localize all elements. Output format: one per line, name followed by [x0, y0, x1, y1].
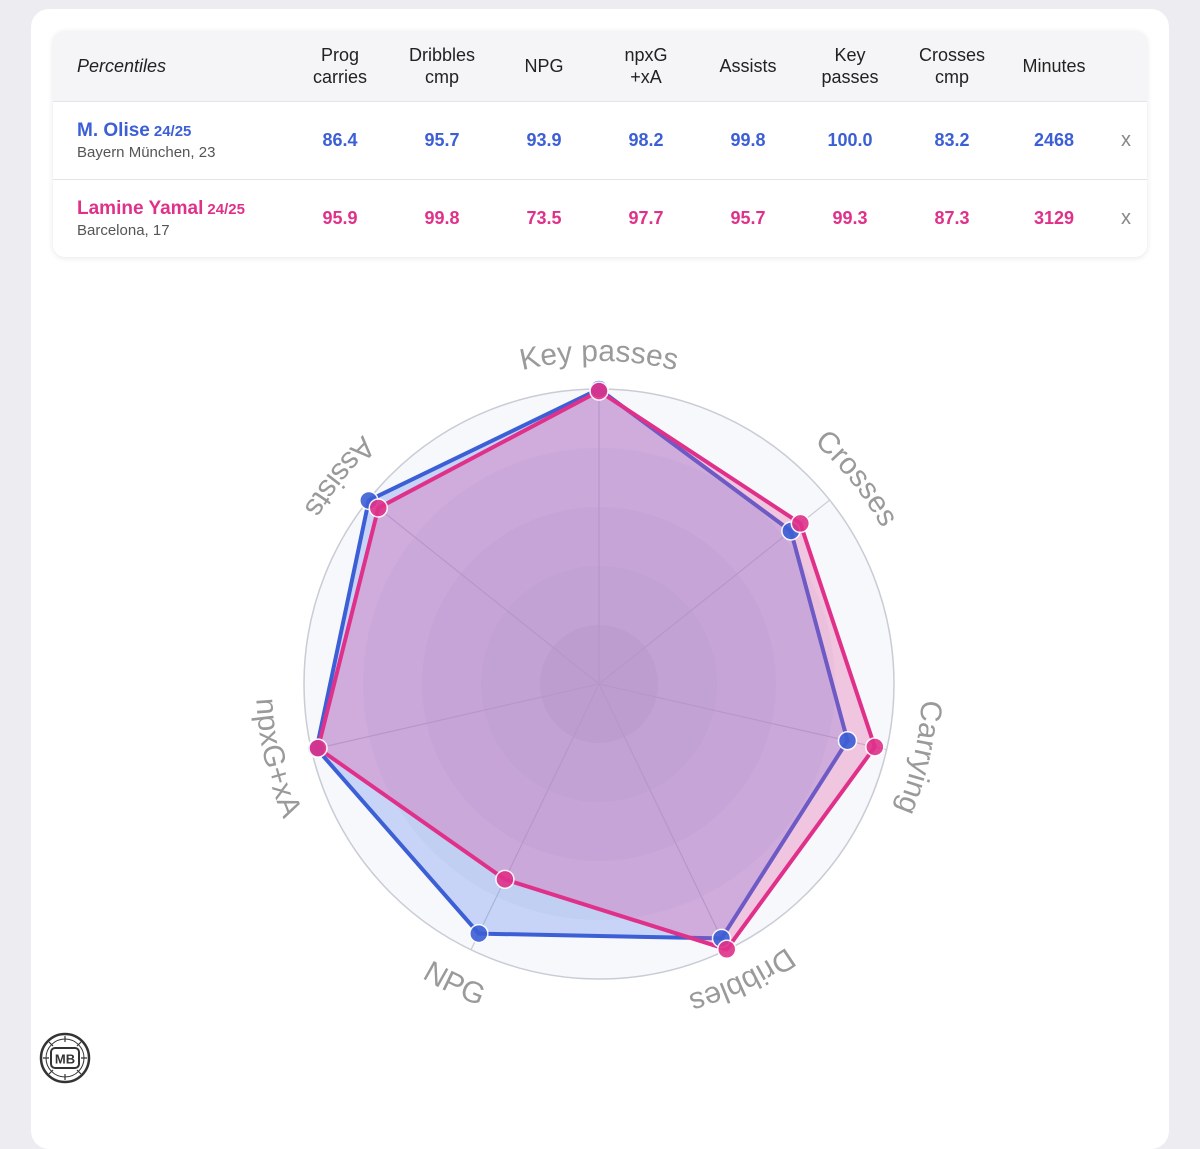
radar-point — [469, 923, 489, 944]
value-cell: 87.3 — [934, 207, 970, 228]
header-line1: Prog — [320, 44, 360, 65]
table-row-olise: M. Olise 24/25 Bayern München, 23 86.4 95… — [53, 101, 1147, 179]
percentiles-table: Percentiles Prog carries Dribbles cmp NPG … — [53, 31, 1147, 257]
value-cell: 73.5 — [526, 207, 562, 228]
player-cell: Lamine Yamal 24/25 Barcelona, 17 — [53, 179, 289, 257]
player-club: Barcelona, 17 — [77, 221, 170, 239]
value-cell: 93.9 — [526, 129, 562, 150]
table-row-yamal: Lamine Yamal 24/25 Barcelona, 17 95.9 99.… — [53, 179, 1147, 257]
radar-chart: Key passesCrossesCarryingDribblesNPGnpxG… — [249, 335, 948, 1020]
radar-axis-label: Carrying — [890, 699, 948, 819]
radar-axis-label-text: Key passes — [517, 335, 682, 377]
player-name[interactable]: Lamine Yamal — [77, 197, 204, 219]
value-cell: 97.7 — [628, 207, 664, 228]
radar-point — [495, 869, 515, 890]
comparison-table-card: Percentiles Prog carries Dribbles cmp NPG … — [53, 31, 1147, 257]
value-cell: 95.9 — [322, 207, 358, 228]
header-assists[interactable]: Assists — [697, 31, 799, 101]
radar-series-area-2 — [316, 389, 877, 952]
header-line2: cmp — [934, 66, 969, 87]
header-line1: Dribbles — [408, 44, 476, 65]
header-line1: Assists — [719, 55, 777, 76]
player-name[interactable]: M. Olise — [77, 119, 150, 141]
header-line1: npxG — [624, 44, 668, 65]
value-cell: 86.4 — [322, 129, 358, 150]
header-npg[interactable]: NPG — [493, 31, 595, 101]
radar-point — [716, 939, 737, 960]
radar-axis-label: npxG+xA — [249, 697, 308, 822]
radar-axis-label: Key passes — [517, 335, 682, 377]
value-cell: 95.7 — [730, 207, 766, 228]
player-season: 24/25 — [153, 122, 192, 140]
radar-point — [865, 737, 885, 757]
value-cell: 99.3 — [832, 207, 868, 228]
remove-player-button[interactable]: x — [1121, 128, 1131, 151]
header-npxg-xa[interactable]: npxG +xA — [595, 31, 697, 101]
radar-series-area-1 — [314, 387, 850, 941]
value-cell: 100.0 — [827, 129, 873, 150]
radar-point — [368, 498, 389, 518]
value-cell: 95.7 — [424, 129, 460, 150]
value-cell: 2468 — [1033, 129, 1075, 150]
radar-point — [308, 738, 328, 758]
table-header-row: Percentiles Prog carries Dribbles cmp NPG … — [53, 31, 1147, 101]
radar-spoke — [470, 683, 600, 951]
header-dribbles-cmp[interactable]: Dribbles cmp — [391, 31, 493, 101]
header-line1: Crosses — [918, 44, 985, 65]
value-cell: 3129 — [1033, 207, 1075, 228]
header-line2: cmp — [424, 66, 459, 87]
radar-point — [589, 381, 609, 401]
header-crosses-cmp[interactable]: Crosses cmp — [901, 31, 1003, 101]
header-prog-carries[interactable]: Prog carries — [289, 31, 391, 101]
radar-axis-label-text: npxG+xA — [249, 697, 308, 822]
radar-spoke — [311, 683, 600, 751]
radar-axis-label: NPG — [418, 955, 490, 1012]
radar-point — [790, 513, 811, 534]
header-line1: Key — [834, 44, 866, 65]
header-line1: Minutes — [1022, 55, 1086, 76]
radar-point — [837, 730, 858, 751]
radar-spoke — [598, 683, 728, 951]
header-line2: passes — [821, 66, 879, 87]
value-cell: 99.8 — [730, 129, 766, 150]
value-cell: 98.2 — [628, 129, 664, 150]
header-key-passes[interactable]: Key passes — [799, 31, 901, 101]
value-cell: 99.8 — [424, 207, 460, 228]
header-line2: carries — [312, 66, 367, 87]
player-club: Bayern München, 23 — [77, 143, 216, 161]
header-minutes[interactable]: Minutes — [1003, 31, 1105, 101]
logo-text: MB — [55, 1052, 75, 1067]
mb-logo: MB — [39, 1032, 91, 1084]
radar-axis-label-text: Carrying — [890, 699, 948, 819]
radar-axis-label-text: NPG — [418, 955, 490, 1012]
radar-spoke — [367, 499, 600, 685]
player-cell: M. Olise 24/25 Bayern München, 23 — [53, 101, 289, 179]
value-cell: 83.2 — [934, 129, 970, 150]
remove-player-button[interactable]: x — [1121, 206, 1131, 229]
player-season: 24/25 — [207, 200, 245, 218]
header-percentiles: Percentiles — [77, 55, 167, 76]
header-line2: +xA — [630, 66, 662, 87]
header-line1: NPG — [524, 55, 564, 76]
